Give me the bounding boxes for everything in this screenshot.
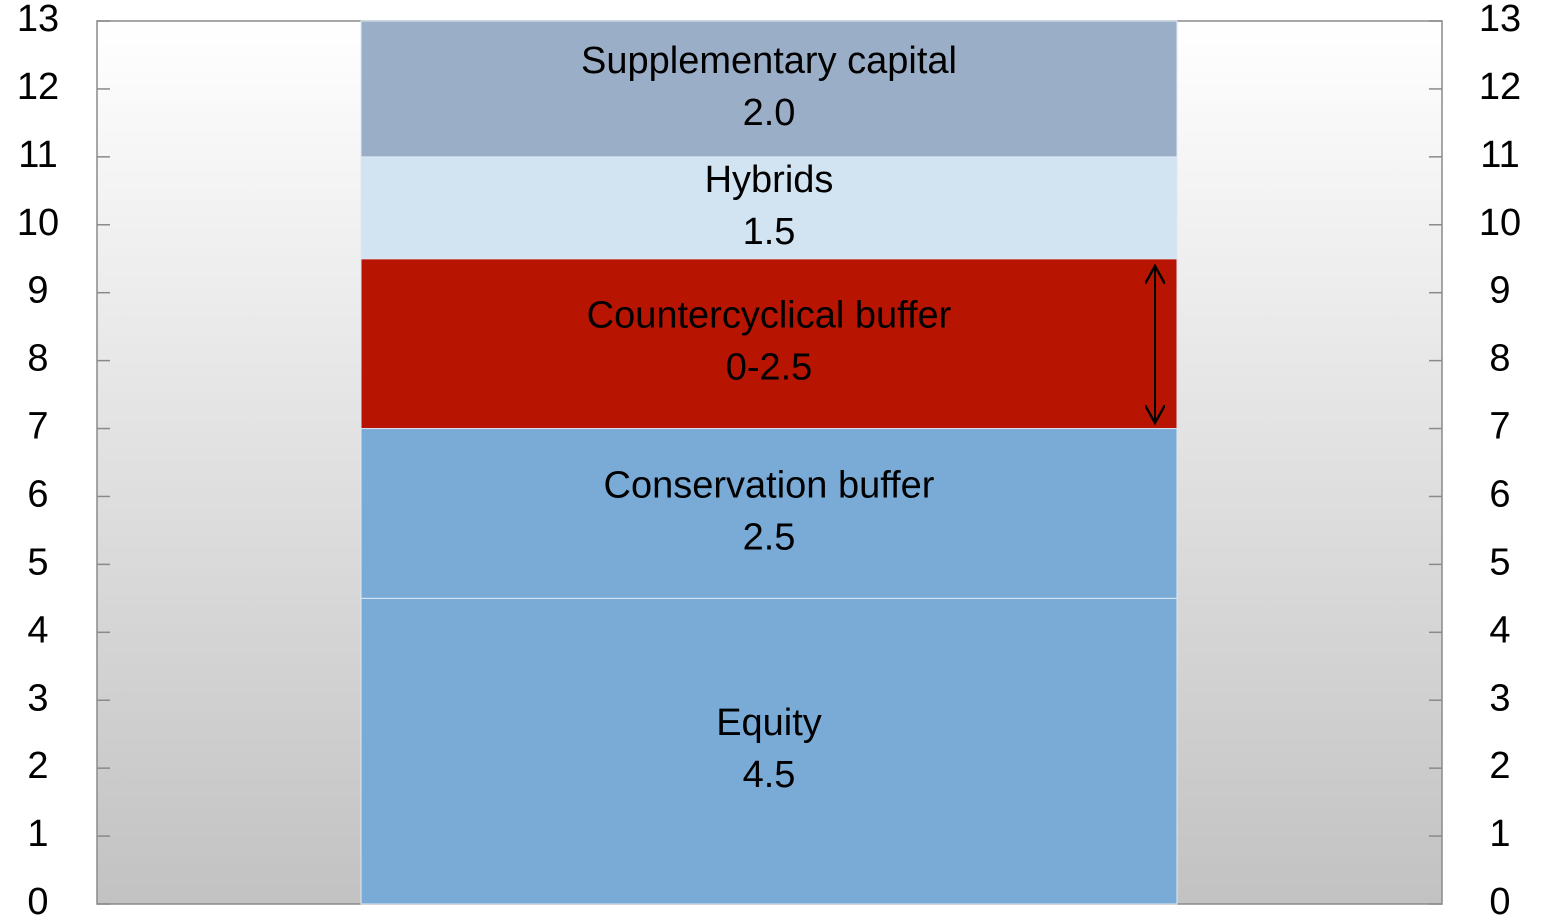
segment-value-label: 0-2.5	[726, 347, 813, 389]
segment-value-label: 1.5	[743, 211, 796, 253]
segment-value-label: 2.0	[743, 92, 796, 134]
y-tick-label: 5	[27, 541, 48, 583]
y-tick-label: 2	[27, 745, 48, 787]
y-tick-label: 0	[27, 881, 48, 923]
y2-tick-label: 8	[1489, 338, 1510, 380]
y2-tick-label: 5	[1489, 541, 1510, 583]
y2-tick-label: 0	[1489, 881, 1510, 923]
bar-segment	[360, 597, 1178, 905]
y-tick-label: 8	[27, 338, 48, 380]
y-tick-label: 6	[27, 473, 48, 515]
y-tick-label: 12	[17, 66, 59, 108]
y-tick-label: 10	[17, 202, 59, 244]
bar-segment	[360, 20, 1178, 158]
y-tick-label: 11	[18, 134, 57, 176]
segment-value-label: 4.5	[743, 754, 796, 796]
segment-name: Conservation buffer	[604, 464, 935, 506]
y2-tick-label: 4	[1489, 609, 1510, 651]
y2-tick-label: 13	[1479, 0, 1521, 40]
y2-tick-label: 2	[1489, 745, 1510, 787]
segment-value-label: 2.5	[743, 516, 796, 558]
segment-name: Countercyclical buffer	[587, 295, 952, 337]
y2-tick-label: 9	[1489, 270, 1510, 312]
y2-tick-label: 12	[1479, 66, 1521, 108]
segment-name: Hybrids	[705, 159, 834, 201]
bar-segment	[360, 428, 1178, 599]
y-tick-label: 3	[27, 677, 48, 719]
y-tick-label: 9	[27, 270, 48, 312]
y2-tick-label: 10	[1479, 202, 1521, 244]
y2-tick-label: 11	[1480, 134, 1519, 176]
y-tick-label: 7	[27, 406, 48, 448]
y-tick-label: 1	[27, 813, 48, 855]
y2-tick-label: 7	[1489, 406, 1510, 448]
y2-tick-label: 6	[1489, 473, 1510, 515]
y-tick-label: 4	[27, 609, 48, 651]
bar-segment	[360, 156, 1178, 260]
segment-name: Supplementary capital	[581, 40, 957, 82]
y2-tick-label: 1	[1489, 813, 1510, 855]
bar-segment	[360, 258, 1178, 430]
segment-name: Equity	[716, 702, 822, 744]
y2-tick-label: 3	[1489, 677, 1510, 719]
y-tick-label: 13	[17, 0, 59, 40]
